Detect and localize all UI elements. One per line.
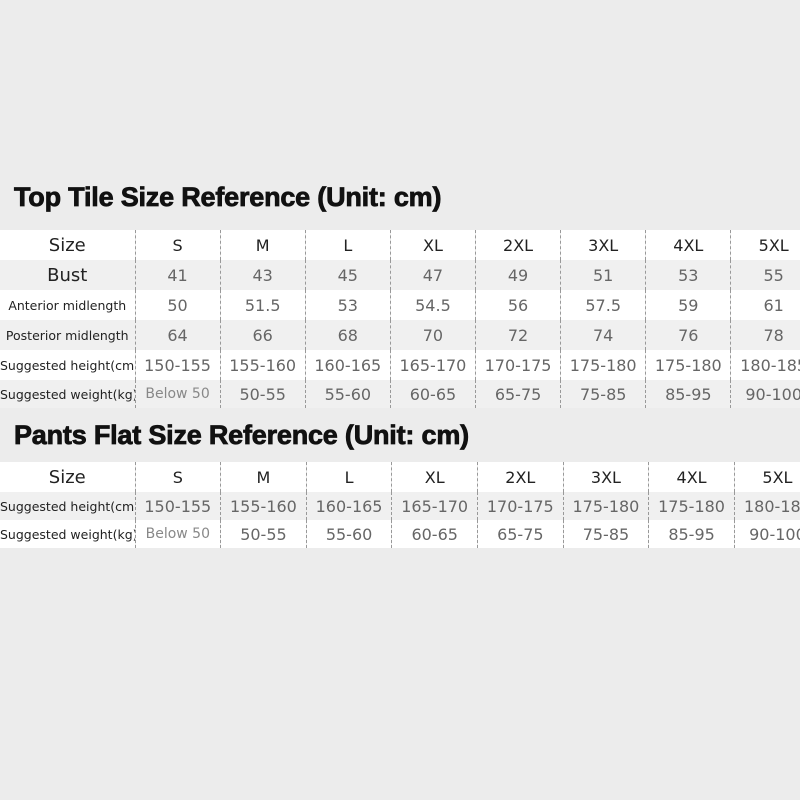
- table-cell: 160-165: [305, 492, 392, 520]
- size-header-cell: 2XL: [477, 462, 564, 492]
- table-cell: 175-180: [648, 492, 735, 520]
- row-label: Suggested height(cm): [0, 350, 135, 380]
- row-label: Suggested weight(kg): [0, 520, 135, 548]
- row-label: Suggested height(cm): [0, 492, 135, 520]
- size-header-cell: 4XL: [648, 462, 735, 492]
- row-label: Posterior midlength: [0, 320, 135, 350]
- table-cell: 70: [389, 320, 476, 350]
- table-cell: 170-175: [474, 350, 561, 380]
- table-cell: 61: [730, 290, 800, 320]
- table-cell: 59: [645, 290, 731, 320]
- table-cell: 57.5: [560, 290, 646, 320]
- size-header-cell: XL: [389, 230, 476, 260]
- table-cell: 150-155: [134, 350, 221, 380]
- table-cell: 76: [645, 320, 731, 350]
- table-cell: 85-95: [648, 520, 735, 548]
- table-cell: 180-185: [733, 492, 800, 520]
- table-row: Suggested height(cm) 150-155 155-160 160-16…: [0, 492, 800, 520]
- table-cell: 65-75: [477, 520, 564, 548]
- table-cell: 50: [134, 290, 221, 320]
- row-label: Bust: [0, 260, 135, 290]
- table-row: Posterior midlength 64 66 68 70 72 74 76 78: [0, 320, 800, 350]
- row-label: Suggested weight(kg): [0, 380, 135, 408]
- table-cell: 65-75: [474, 380, 561, 408]
- row-label: Size: [0, 462, 135, 492]
- table-cell: 66: [219, 320, 306, 350]
- size-header-cell: XL: [391, 462, 478, 492]
- table-cell: 45: [304, 260, 391, 290]
- table-cell: 180-185: [730, 350, 800, 380]
- table-row: Suggested weight(kg) Below 50 50-55 55-60 60…: [0, 380, 800, 408]
- table-cell: 160-165: [304, 350, 391, 380]
- table-cell: Below 50: [134, 520, 221, 548]
- table-cell: 47: [389, 260, 476, 290]
- table-cell: 64: [134, 320, 221, 350]
- size-header-cell: L: [304, 230, 391, 260]
- size-header-cell: 3XL: [562, 462, 649, 492]
- size-header-row: Size S M L XL 2XL 3XL 4XL 5XL: [0, 462, 800, 492]
- table-cell: 56: [474, 290, 561, 320]
- table-cell: 55-60: [305, 520, 392, 548]
- size-header-cell: 5XL: [730, 230, 800, 260]
- table-cell: 51: [560, 260, 646, 290]
- table-cell: 175-180: [560, 350, 646, 380]
- table-cell: 170-175: [477, 492, 564, 520]
- table-row: Anterior midlength 50 51.5 53 54.5 56 57.5 59 61: [0, 290, 800, 320]
- table-cell: 175-180: [562, 492, 649, 520]
- table-row: Suggested height(cm) 150-155 155-160 160-16…: [0, 350, 800, 380]
- size-header-cell: L: [305, 462, 392, 492]
- table-cell: 150-155: [134, 492, 221, 520]
- table-cell: 53: [645, 260, 731, 290]
- row-label: Anterior midlength: [0, 290, 135, 320]
- table-row: Bust 41 43 45 47 49 51 53 55: [0, 260, 800, 290]
- table-cell: 49: [474, 260, 561, 290]
- size-header-cell: S: [134, 462, 221, 492]
- row-label: Size: [0, 230, 135, 260]
- table-cell: 90-100: [730, 380, 800, 408]
- table-cell: 175-180: [645, 350, 731, 380]
- table-cell: 155-160: [220, 492, 307, 520]
- table-cell: 74: [560, 320, 646, 350]
- table-cell: 55: [730, 260, 800, 290]
- pants-size-title: Pants Flat Size Reference (Unit: cm): [14, 420, 470, 451]
- table-cell: 51.5: [219, 290, 306, 320]
- size-header-row: Size S M L XL 2XL 3XL 4XL 5XL: [0, 230, 800, 260]
- size-header-cell: S: [134, 230, 221, 260]
- table-cell: 75-85: [560, 380, 646, 408]
- size-header-cell: 4XL: [645, 230, 731, 260]
- table-cell: 50-55: [220, 520, 307, 548]
- pants-size-table: Size S M L XL 2XL 3XL 4XL 5XL Suggested height(cm…: [0, 462, 800, 548]
- size-header-cell: 2XL: [474, 230, 561, 260]
- table-cell: 43: [219, 260, 306, 290]
- table-cell: 72: [474, 320, 561, 350]
- table-cell: 85-95: [645, 380, 731, 408]
- size-header-cell: 3XL: [560, 230, 646, 260]
- table-row: Suggested weight(kg) Below 50 50-55 55-60 60…: [0, 520, 800, 548]
- size-header-cell: 5XL: [733, 462, 800, 492]
- table-cell: 68: [304, 320, 391, 350]
- size-header-cell: M: [219, 230, 306, 260]
- table-cell: 78: [730, 320, 800, 350]
- top-size-table: Size S M L XL 2XL 3XL 4XL 5XL Bust 41 43 45 47 49 51 53 5…: [0, 230, 800, 408]
- table-cell: 165-170: [389, 350, 476, 380]
- table-cell: 55-60: [304, 380, 391, 408]
- table-cell: Below 50: [134, 380, 221, 408]
- table-cell: 60-65: [389, 380, 476, 408]
- table-cell: 165-170: [391, 492, 478, 520]
- table-cell: 60-65: [391, 520, 478, 548]
- top-size-title: Top Tile Size Reference (Unit: cm): [14, 182, 442, 213]
- size-header-cell: M: [220, 462, 307, 492]
- table-cell: 50-55: [219, 380, 306, 408]
- table-cell: 75-85: [562, 520, 649, 548]
- table-cell: 90-100: [733, 520, 800, 548]
- table-cell: 54.5: [389, 290, 476, 320]
- table-cell: 41: [134, 260, 221, 290]
- table-cell: 155-160: [219, 350, 306, 380]
- table-cell: 53: [304, 290, 391, 320]
